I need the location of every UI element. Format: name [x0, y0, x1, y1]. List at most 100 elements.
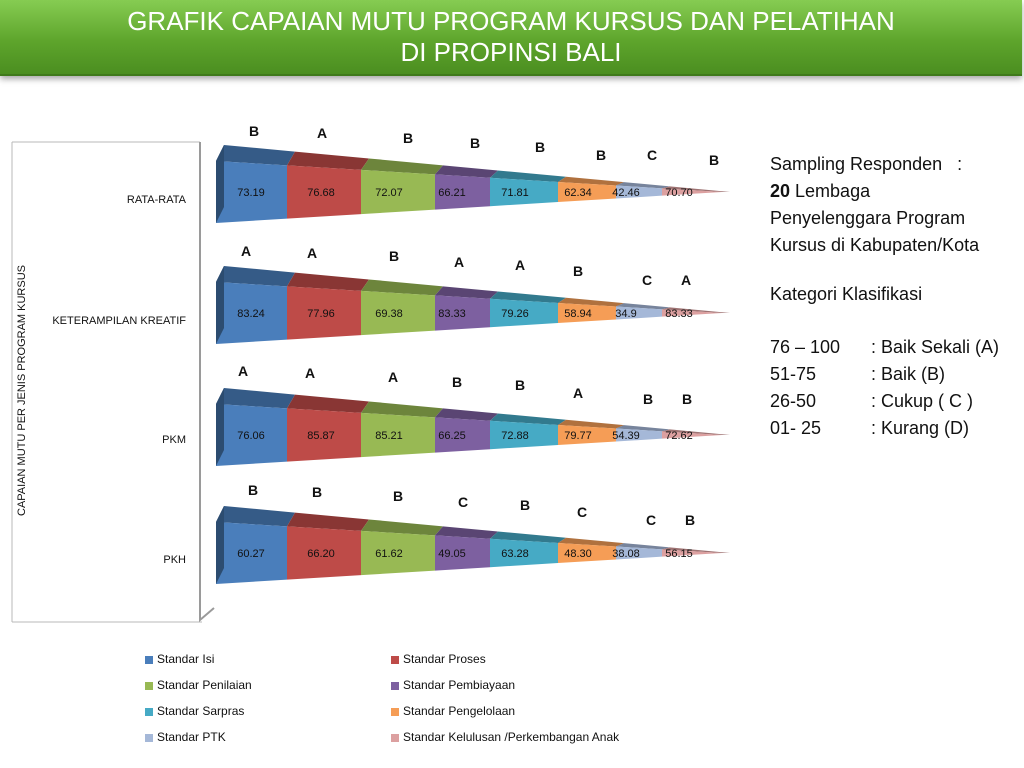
legend-item: Standar Proses	[391, 652, 486, 666]
bar-segment	[287, 286, 361, 340]
legend-item: Standar PTK	[145, 730, 226, 744]
bar-value-label: 61.62	[375, 548, 403, 560]
legend-label: Standar Penilaian	[157, 678, 252, 692]
bar-value-label: 56.15	[665, 548, 693, 560]
category-label: RATA-RATA	[126, 194, 186, 206]
bar-group: 83.24 A 77.96 A 69.38 B 83.33 A 79.26 A 58.94 B 34.9…	[216, 243, 730, 344]
bar-value-label: 72.88	[501, 430, 529, 442]
bar-value-label: 71.81	[501, 187, 529, 199]
bar-segment	[361, 169, 435, 215]
bar-segment	[490, 420, 558, 450]
bar-value-label: 66.21	[438, 187, 466, 199]
legend-label: Standar Sarpras	[157, 704, 245, 718]
bar-value-label: 79.77	[564, 430, 592, 442]
bar-side-face	[216, 388, 224, 466]
grade-label: B	[515, 377, 525, 393]
grade-label: A	[305, 365, 315, 381]
bar-value-label: 54.39	[612, 430, 640, 442]
bar-segment	[616, 306, 662, 320]
bar-top-face	[558, 176, 624, 186]
bar-segment	[558, 302, 616, 324]
bar-top-face	[435, 526, 498, 539]
legend-item: Standar Penilaian	[145, 678, 252, 692]
grade-label: C	[577, 504, 587, 520]
class-description: : Baik (B)	[871, 364, 946, 384]
bar-segment	[490, 538, 558, 568]
bar-value-label: 83.24	[237, 308, 265, 320]
grade-label: B	[248, 482, 258, 498]
class-description: : Kurang (D)	[871, 418, 970, 438]
bar-value-label: 76.06	[237, 430, 265, 442]
bar-top-face	[361, 519, 443, 536]
bar-segment	[361, 530, 435, 576]
bar-value-label: 79.26	[501, 308, 529, 320]
class-range: 76 – 100	[770, 337, 841, 357]
bar-top-face	[287, 512, 369, 531]
bar-top-face	[435, 165, 498, 178]
bar-segment	[216, 161, 287, 223]
bar-segment	[662, 309, 722, 317]
bar-top-face	[287, 151, 369, 170]
legend-label: Standar Kelulusan /Perkembangan Anak	[403, 730, 620, 744]
legend-item: Standar Sarpras	[145, 704, 244, 718]
bar-segment	[616, 185, 662, 199]
grade-label: A	[307, 245, 317, 261]
bar-segment	[216, 522, 287, 584]
bar-top-face	[616, 425, 670, 432]
bar-segment	[558, 181, 616, 203]
bar-segment	[435, 417, 490, 453]
y-axis-title: CAPAIAN MUTU PER JENIS PROGRAM KURSUS	[16, 265, 28, 516]
bar-value-label: 85.21	[375, 430, 403, 442]
bar-value-label: 77.96	[307, 308, 335, 320]
bar-top-face	[435, 408, 498, 421]
bar-value-label: 72.07	[375, 187, 403, 199]
bar-top-face	[361, 279, 443, 296]
grade-label: B	[596, 147, 606, 163]
bar-segment	[216, 282, 287, 344]
bar-segment	[662, 188, 722, 196]
grade-label: A	[515, 257, 525, 273]
grade-label: B	[520, 497, 530, 513]
grade-label: B	[682, 391, 692, 407]
bar-top-face	[490, 413, 566, 425]
bar-side-face	[216, 145, 224, 223]
bar-top-face	[662, 429, 730, 435]
grade-label: A	[241, 243, 251, 259]
sampling-count-line: 20 Lembaga	[770, 178, 979, 205]
bar-value-label: 69.38	[375, 308, 403, 320]
legend-swatch	[391, 733, 399, 742]
grade-label: A	[388, 369, 398, 385]
legend-item: Standar Pengelolaan	[391, 704, 515, 718]
grade-label: C	[647, 147, 657, 163]
grade-label: B	[685, 512, 695, 528]
class-range: 01- 25	[770, 418, 822, 438]
grade-label: A	[573, 385, 583, 401]
bar-value-label: 48.30	[564, 548, 592, 560]
class-row: 01- 25 : Kurang (D)	[770, 418, 969, 439]
grade-label: A	[317, 125, 327, 141]
category-label: PKH	[163, 554, 186, 566]
sampling-count: 20	[770, 181, 791, 201]
sampling-info: Sampling Responden : 20 Lembaga Penyelen…	[770, 151, 979, 259]
bar-segment	[287, 408, 361, 462]
bar-segment	[361, 412, 435, 458]
bar-segment	[490, 177, 558, 207]
bar-value-label: 62.34	[564, 187, 592, 199]
bar-value-label: 38.08	[612, 548, 640, 560]
bar-segment	[361, 290, 435, 336]
axis-wall	[199, 142, 215, 623]
grade-label: B	[709, 152, 719, 168]
bar-value-label: 66.20	[307, 548, 335, 560]
bar-value-label: 72.62	[665, 430, 693, 442]
sampling-count-suffix: Lembaga	[790, 181, 871, 201]
legend-label: Standar PTK	[157, 730, 226, 744]
title-bar: GRAFIK CAPAIAN MUTU PROGRAM KURSUS DAN P…	[0, 0, 1022, 76]
category-title: Kategori Klasifikasi	[770, 284, 923, 304]
legend-label: Standar Isi	[157, 652, 215, 666]
class-range: 26-50	[770, 391, 817, 411]
class-range: 51-75	[770, 364, 817, 384]
sampling-line-3: Penyelenggara Program	[770, 208, 966, 228]
bar-value-label: 63.28	[501, 548, 529, 560]
bar-top-face	[558, 419, 624, 429]
